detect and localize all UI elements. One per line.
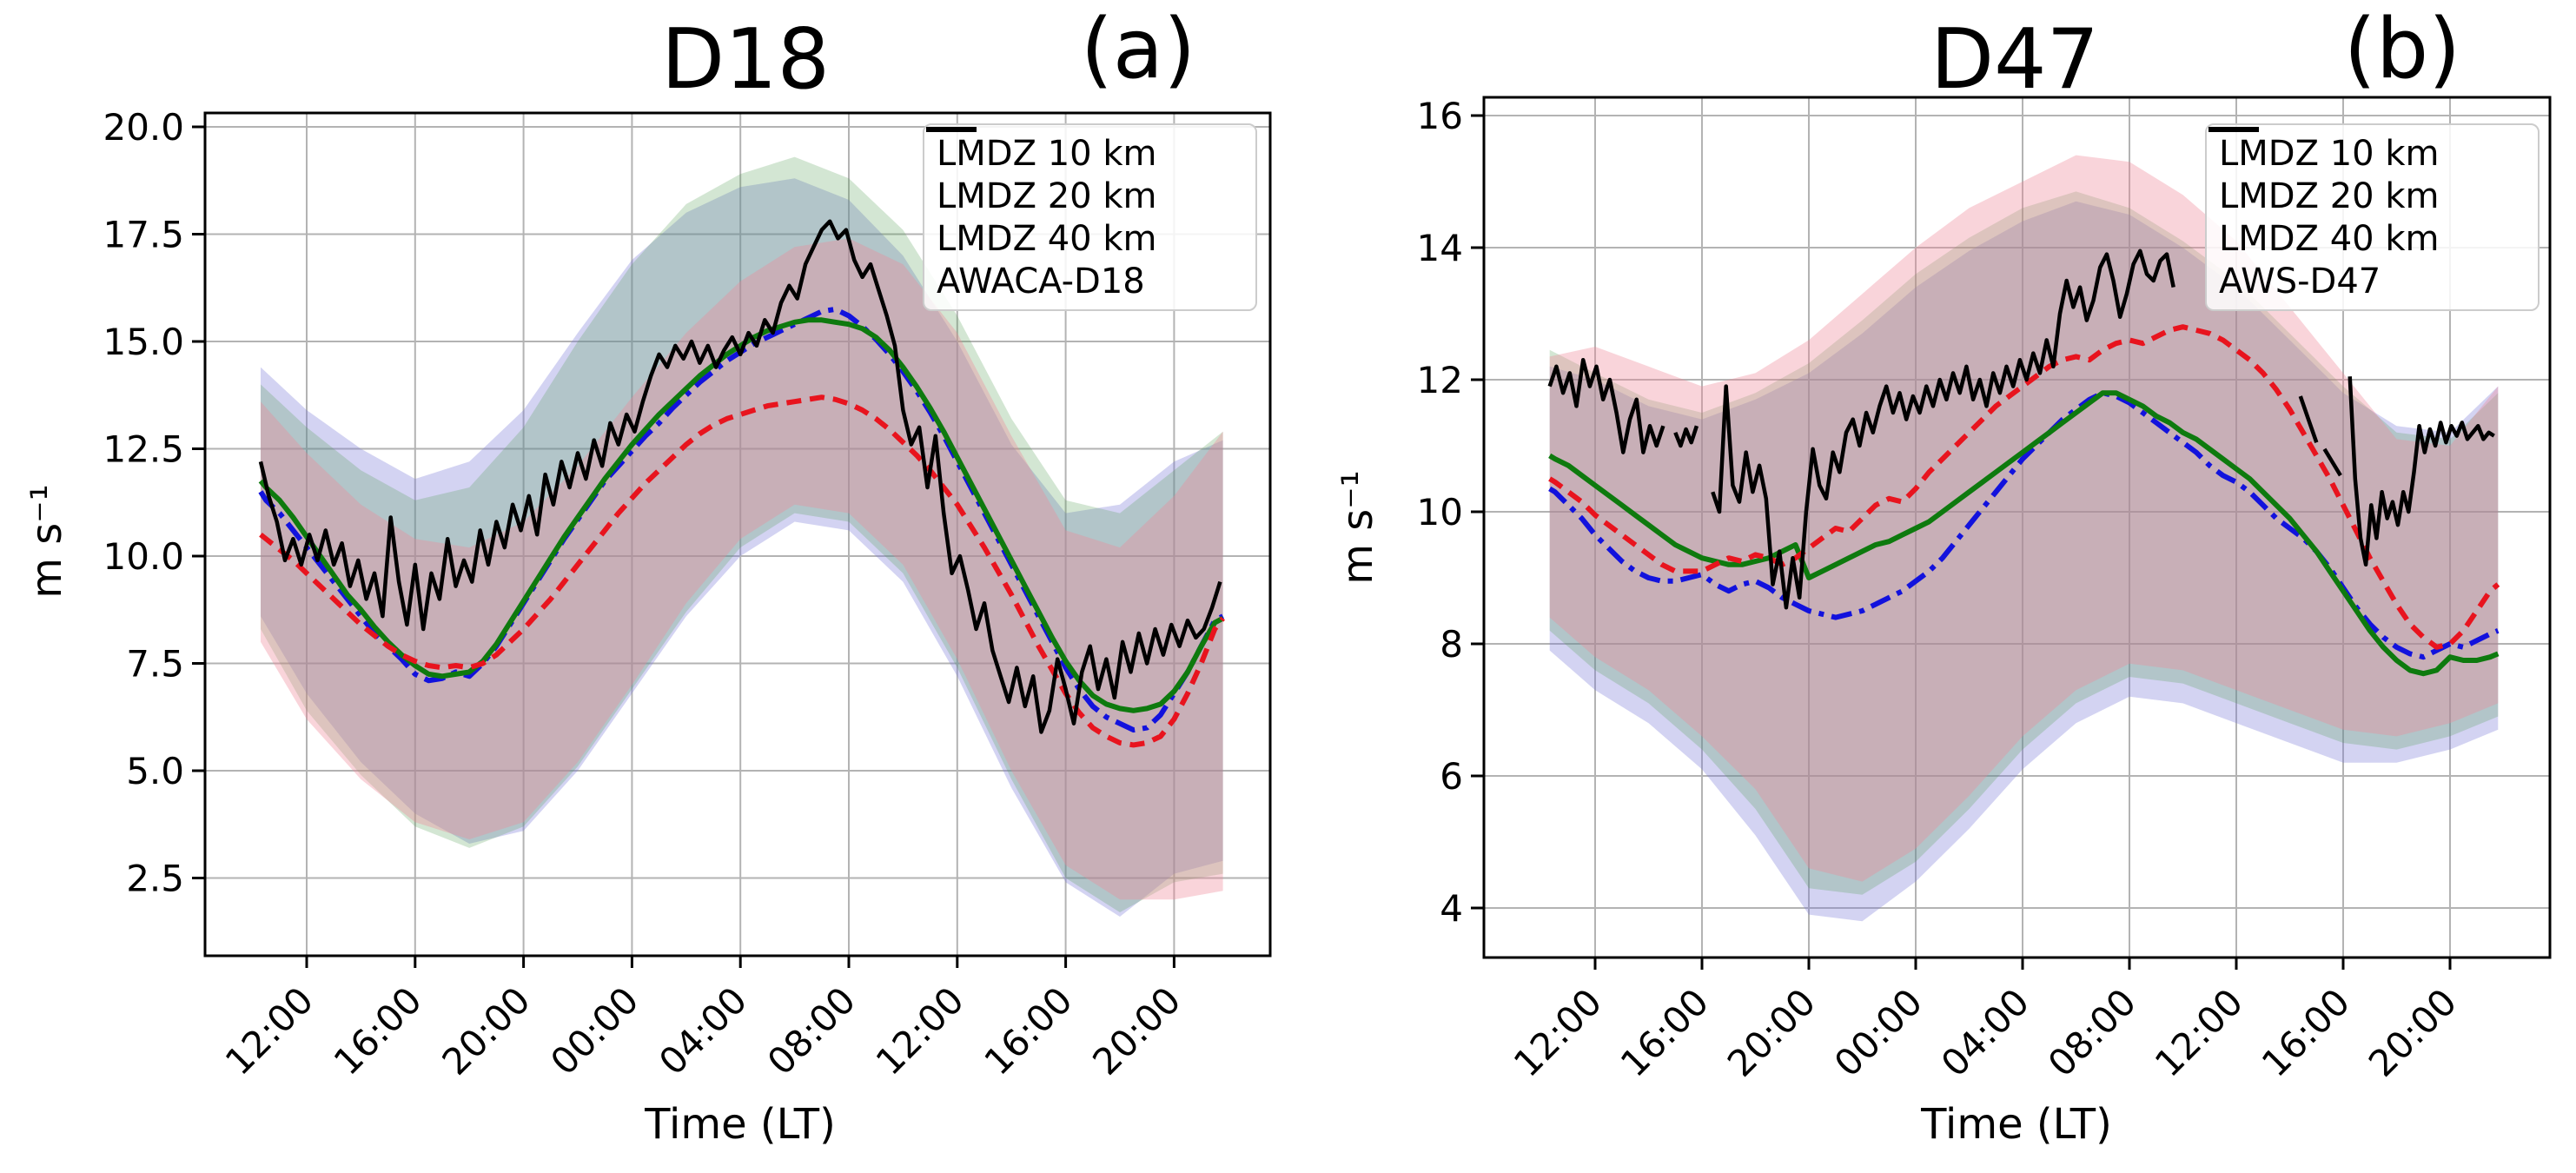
x-tick-label: 00:00 [542,978,646,1083]
y-tick-label: 6 [1440,755,1463,798]
y-tick-label: 10 [1417,491,1463,533]
y-tick-label: 15.0 [103,321,184,363]
spread-band [1549,201,2499,922]
x-tick-label: 00:00 [1826,980,1930,1084]
x-axis-label-d18: Time (LT) [645,1100,836,1149]
y-tick-label: 10.0 [103,535,184,578]
series-line [1673,425,1699,448]
series-line [1548,390,2500,677]
x-tick-label: 04:00 [1933,980,2037,1084]
y-tick-label: 12 [1417,359,1463,401]
legend-entry-lmdz40: LMDZ 40 km [2208,127,2519,260]
spread-band [1549,191,2499,895]
panel-letter-a: (a) [1080,2,1196,97]
x-tick-label: 12:00 [1506,980,1610,1084]
y-tick-label: 16 [1417,95,1463,137]
legend-d18: LMDZ 10 km LMDZ 20 km LMDZ 40 km AWACA-D… [923,123,1257,311]
y-axis-label-d47: m s⁻¹ [1334,470,1382,585]
x-tick-label: 12:00 [2147,980,2251,1084]
panel-d47: 12:00 16:00 20:00 00:00 04:00 08:00 12:00 16:00… [1286,0,2576,1173]
legend-label: AWS-D47 [2219,261,2381,302]
legend-d47: LMDZ 10 km LMDZ 20 km LMDZ 40 km AWS-D47 [2205,123,2540,311]
y-tick-label: 7.5 [126,643,184,686]
page-title-d47: D47 [1930,12,2100,108]
series-line [258,219,1222,734]
y-tick-label: 2.5 [126,858,184,900]
y-tick-label: 12.5 [103,428,184,471]
y-tick-label: 14 [1417,227,1463,269]
legend-line-solid-black-icon [926,127,977,132]
y-tick-label: 5.0 [126,750,184,792]
series-line [1548,324,2500,650]
legend-entry-lmdz20: LMDZ 20 km [2208,127,2519,217]
axes-frame [203,111,1272,958]
x-tick-label: 16:00 [2254,980,2358,1084]
y-tick-label: 17.5 [103,214,184,256]
x-tick-label: 20:00 [2361,980,2465,1084]
legend-entry-awaca-d18: AWACA-D18 [926,127,1236,302]
x-tick-label: 12:00 [868,978,972,1083]
series-line [1711,249,2175,610]
legend-entry-aws-d47: AWS-D47 [2208,127,2519,302]
spread-band [261,156,1223,913]
x-tick-label: 16:00 [976,978,1080,1083]
x-tick-label: 20:00 [434,978,538,1083]
x-tick-label: 08:00 [2040,980,2144,1084]
legend-entry-lmdz20: LMDZ 20 km [926,127,1236,217]
legend-entry-lmdz10: LMDZ 10 km [926,127,1236,175]
legend-line-solid-black-icon [2208,127,2259,132]
x-tick-label: 16:00 [326,978,430,1083]
y-tick-label: 20.0 [103,106,184,149]
legend-label: LMDZ 20 km [937,176,1157,216]
chart-d18: 12:00 16:00 20:00 00:00 04:00 08:00 12:00 16:00… [103,106,1272,1084]
legend-label: LMDZ 10 km [937,133,1157,174]
y-tick-label: 8 [1440,623,1463,666]
x-tick-label: 20:00 [1084,978,1189,1083]
series-line [2322,447,2342,477]
y-axis-label-d18: m s⁻¹ [23,484,71,599]
legend-label: LMDZ 10 km [2219,133,2440,174]
panel-letter-b: (b) [2343,2,2461,97]
x-tick-label: 08:00 [759,978,864,1083]
series-line [258,317,1225,713]
legend-entry-lmdz40: LMDZ 40 km [926,127,1236,260]
legend-label: LMDZ 40 km [937,218,1157,259]
x-tick-label: 04:00 [651,978,755,1083]
panel-d18: 12:00 16:00 20:00 00:00 04:00 08:00 12:00 16:00… [0,0,1286,1173]
series-line [2348,376,2495,567]
legend-label: AWACA-D18 [937,261,1145,302]
x-axis-label-d47: Time (LT) [1921,1100,2112,1149]
chart-d47: 12:00 16:00 20:00 00:00 04:00 08:00 12:00 16:00… [1417,95,2552,1085]
spread-band [261,178,1223,918]
legend-label: LMDZ 40 km [2219,218,2440,259]
series-line [1547,357,1665,454]
x-tick-label: 20:00 [1719,980,1824,1084]
spread-band [261,238,1223,900]
page-title-d18: D18 [660,12,831,108]
legend-entry-lmdz10: LMDZ 10 km [2208,127,2519,175]
legend-label: LMDZ 20 km [2219,176,2440,216]
x-tick-label: 12:00 [217,978,321,1083]
series-line [2298,395,2319,443]
axes-frame [1482,96,2552,959]
y-tick-label: 4 [1440,887,1463,930]
spread-band [1549,155,2499,882]
x-tick-label: 16:00 [1612,980,1717,1084]
